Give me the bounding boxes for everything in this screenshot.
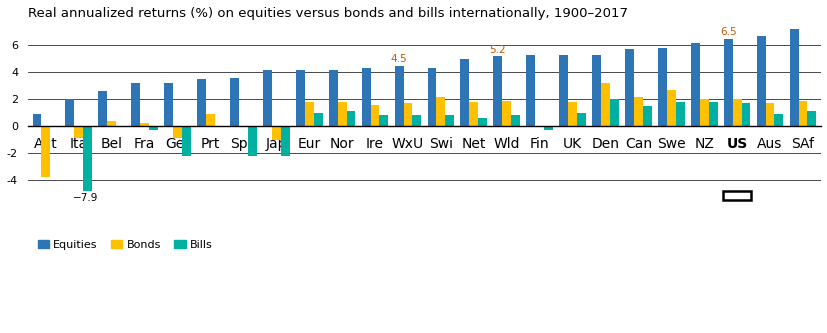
Bar bbox=[98, 91, 108, 126]
Bar bbox=[806, 111, 815, 126]
Bar bbox=[591, 55, 600, 126]
Bar bbox=[230, 78, 239, 126]
Bar bbox=[502, 101, 510, 126]
Bar bbox=[84, 126, 92, 190]
Bar bbox=[478, 118, 486, 126]
Bar bbox=[493, 56, 502, 126]
Text: Real annualized returns (%) on equities versus bonds and bills internationally, : Real annualized returns (%) on equities … bbox=[28, 7, 627, 20]
Bar bbox=[361, 68, 370, 126]
Bar bbox=[666, 90, 675, 126]
Bar bbox=[609, 99, 618, 126]
Bar bbox=[427, 68, 436, 126]
Bar bbox=[723, 39, 732, 126]
Bar bbox=[263, 70, 271, 126]
Bar bbox=[41, 126, 50, 177]
Bar bbox=[328, 70, 337, 126]
Bar bbox=[304, 102, 313, 126]
Bar bbox=[295, 70, 304, 126]
Bar bbox=[412, 115, 421, 126]
Bar bbox=[337, 102, 347, 126]
Bar bbox=[149, 126, 158, 130]
Bar bbox=[633, 97, 642, 126]
Bar bbox=[108, 121, 116, 126]
Bar bbox=[600, 83, 609, 126]
Bar bbox=[313, 113, 323, 126]
Bar bbox=[370, 105, 379, 126]
Bar bbox=[74, 126, 84, 138]
Bar bbox=[657, 48, 666, 126]
Bar bbox=[32, 114, 41, 126]
Bar bbox=[690, 43, 699, 126]
Bar bbox=[445, 115, 454, 126]
Bar bbox=[642, 106, 651, 126]
Bar bbox=[403, 103, 412, 126]
Bar bbox=[558, 55, 567, 126]
Legend: Equities, Bonds, Bills: Equities, Bonds, Bills bbox=[33, 235, 217, 254]
Bar bbox=[741, 103, 749, 126]
Bar bbox=[510, 115, 519, 126]
Bar bbox=[131, 83, 140, 126]
Bar bbox=[394, 66, 403, 126]
Bar bbox=[675, 102, 684, 126]
Bar bbox=[797, 101, 806, 126]
Text: −7.9: −7.9 bbox=[74, 192, 98, 203]
Bar bbox=[164, 83, 173, 126]
Bar bbox=[116, 126, 125, 128]
Bar bbox=[624, 50, 633, 126]
Bar bbox=[576, 113, 586, 126]
Bar bbox=[197, 79, 206, 126]
Bar bbox=[280, 126, 289, 156]
Bar bbox=[379, 115, 388, 126]
Bar bbox=[182, 126, 191, 156]
Bar bbox=[765, 103, 773, 126]
Bar bbox=[732, 99, 741, 126]
Bar bbox=[460, 59, 469, 126]
Bar bbox=[526, 55, 534, 126]
Bar bbox=[723, 191, 750, 200]
Bar bbox=[50, 126, 60, 128]
Bar bbox=[271, 126, 280, 140]
Bar bbox=[206, 114, 215, 126]
Bar bbox=[543, 126, 552, 130]
Text: 6.5: 6.5 bbox=[719, 27, 736, 37]
Bar bbox=[756, 36, 765, 126]
Bar bbox=[708, 102, 717, 126]
Bar bbox=[436, 97, 445, 126]
Bar bbox=[239, 126, 247, 128]
Bar bbox=[140, 124, 149, 126]
Bar bbox=[469, 102, 478, 126]
Bar bbox=[173, 126, 182, 138]
Bar bbox=[773, 114, 782, 126]
Bar bbox=[567, 102, 576, 126]
Bar bbox=[65, 99, 74, 126]
Bar bbox=[789, 29, 797, 126]
Bar bbox=[247, 126, 256, 156]
Text: 4.5: 4.5 bbox=[390, 54, 407, 64]
Text: 5.2: 5.2 bbox=[489, 45, 505, 55]
Bar bbox=[347, 111, 355, 126]
Bar bbox=[699, 99, 708, 126]
